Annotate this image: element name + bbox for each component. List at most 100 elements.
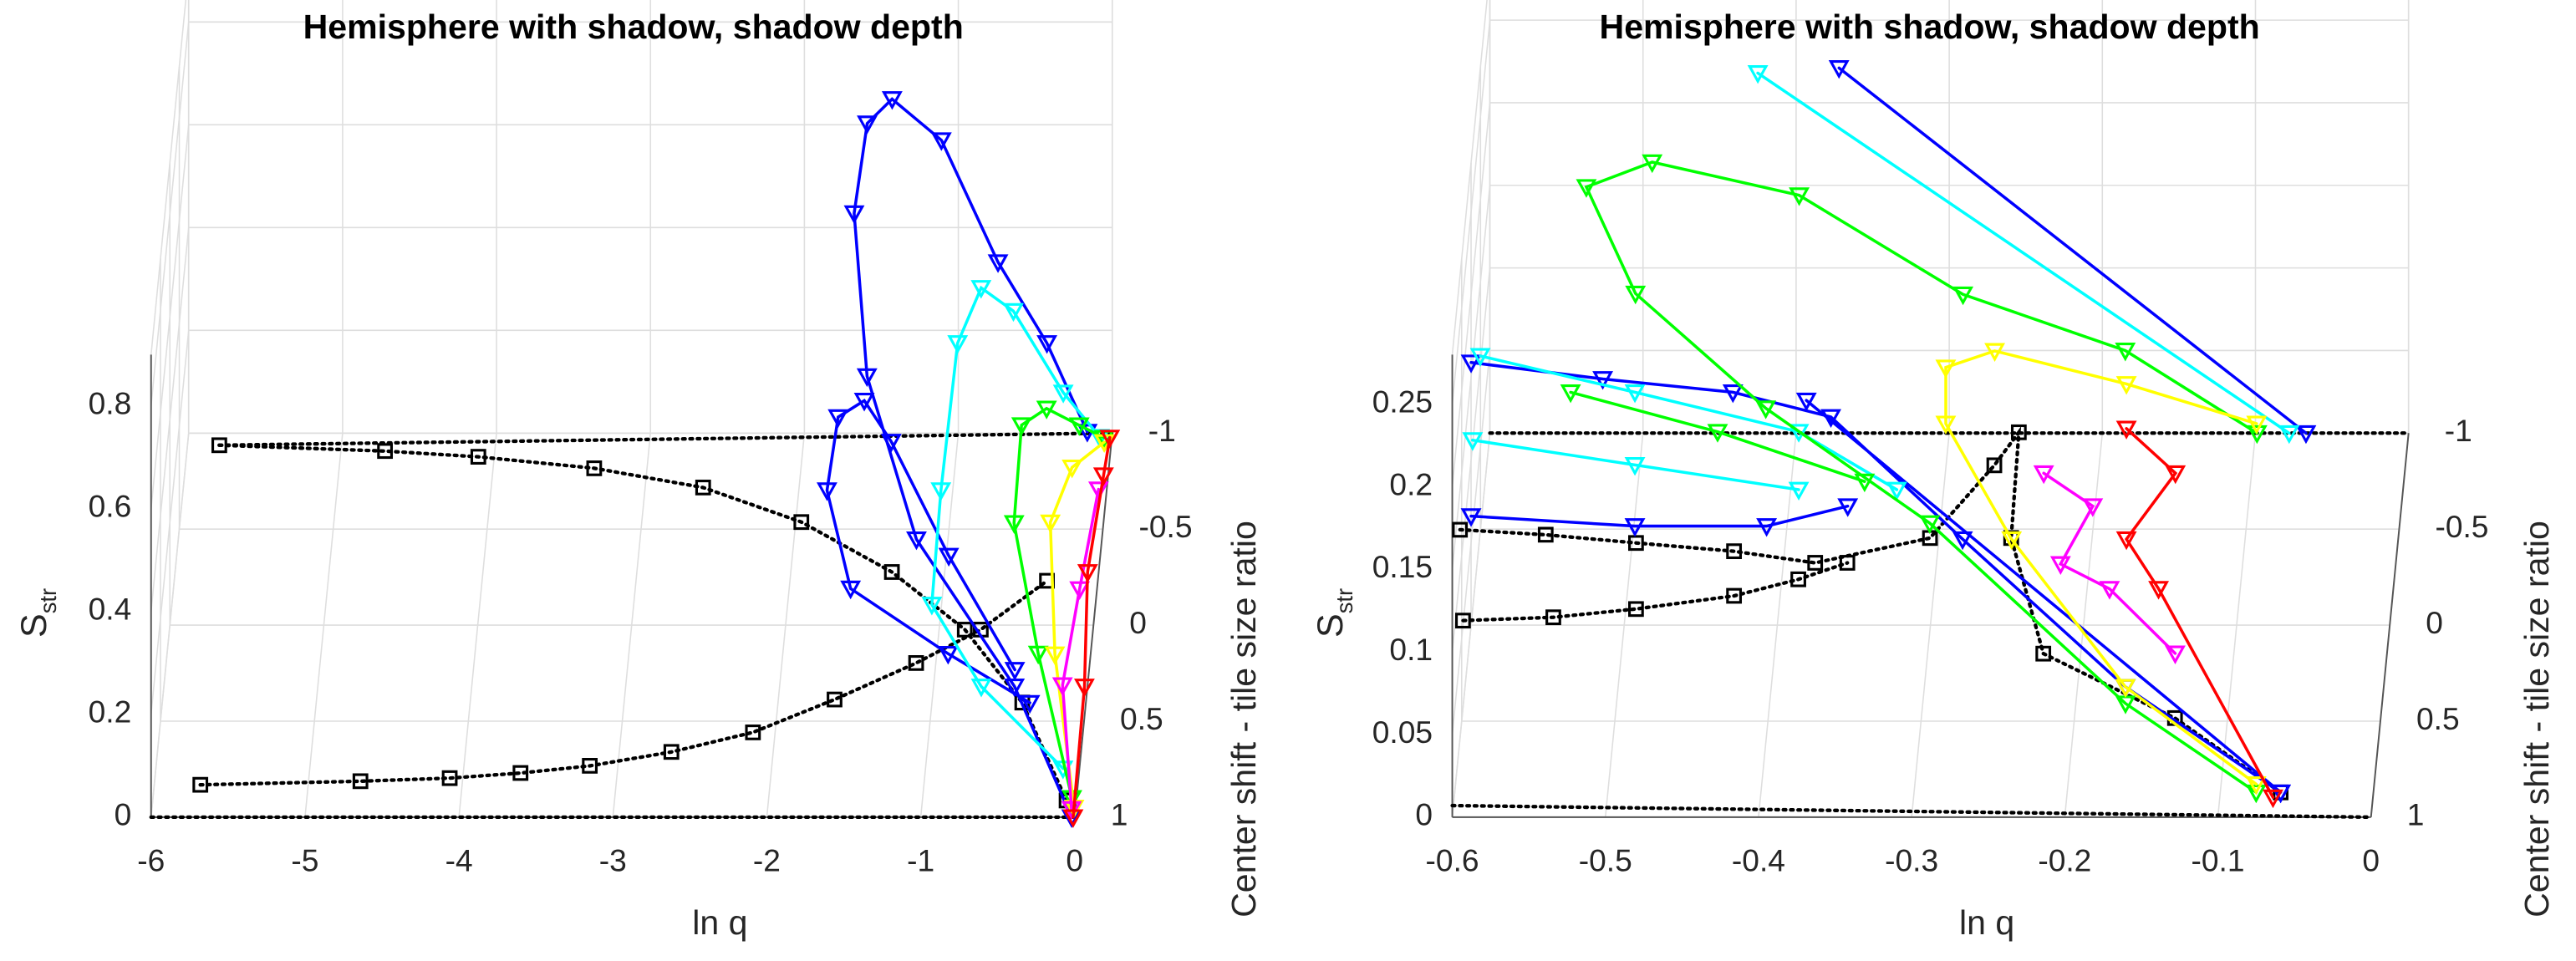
marker bbox=[1624, 518, 1646, 537]
marker bbox=[1003, 303, 1024, 323]
marker bbox=[1019, 694, 1041, 714]
marker bbox=[970, 280, 992, 299]
z-axis-label: Center shift - tile size ratio bbox=[2517, 521, 2556, 918]
marker bbox=[2115, 420, 2137, 440]
x-tick-label: -0.4 bbox=[1732, 842, 1785, 877]
marker bbox=[1624, 456, 1646, 476]
marker bbox=[2033, 465, 2054, 485]
marker bbox=[1011, 417, 1032, 436]
marker bbox=[816, 482, 837, 501]
z-tick-label: 0.5 bbox=[1120, 701, 1163, 736]
x-tick-label: -0.3 bbox=[1885, 842, 1938, 877]
marker bbox=[840, 580, 862, 600]
marker bbox=[1099, 430, 1121, 449]
marker bbox=[2270, 784, 2292, 804]
marker bbox=[1935, 359, 1957, 379]
marker bbox=[930, 482, 952, 501]
x-tick-label: 0 bbox=[2362, 842, 2380, 877]
marker bbox=[1722, 384, 1744, 404]
marker bbox=[1837, 498, 1859, 517]
marker bbox=[827, 409, 849, 429]
marker bbox=[1077, 564, 1098, 583]
z-tick-label: 1 bbox=[2407, 797, 2425, 832]
marker bbox=[2246, 415, 2268, 435]
marker bbox=[908, 655, 924, 671]
y-axis-label-main: S bbox=[1311, 613, 1351, 638]
marker bbox=[1755, 400, 1777, 419]
marker bbox=[1935, 415, 1957, 435]
z-tick-label: 0 bbox=[2426, 605, 2443, 640]
z-tick-label: 1 bbox=[1111, 797, 1128, 832]
series-line bbox=[1944, 349, 2258, 786]
marker bbox=[1592, 371, 1614, 390]
marker bbox=[441, 770, 458, 786]
marker bbox=[1040, 514, 1061, 534]
marker bbox=[1828, 60, 1850, 79]
marker bbox=[881, 91, 903, 110]
marker bbox=[2115, 343, 2136, 362]
marker bbox=[2115, 679, 2136, 698]
marker bbox=[1839, 555, 1856, 571]
marker bbox=[1092, 467, 1114, 486]
marker bbox=[1854, 473, 1876, 493]
marker bbox=[1726, 587, 1743, 604]
marker bbox=[2010, 424, 2027, 440]
x-tick-label: -0.6 bbox=[1426, 842, 1479, 877]
marker bbox=[1061, 459, 1083, 479]
marker bbox=[2165, 645, 2186, 664]
marker bbox=[1807, 555, 1824, 571]
marker bbox=[1952, 286, 1974, 306]
marker bbox=[2165, 465, 2187, 485]
x-tick-label: -0.5 bbox=[1579, 842, 1632, 877]
x-axis-label: ln q bbox=[1959, 903, 2014, 942]
y-tick-label: 0.6 bbox=[89, 489, 132, 524]
marker bbox=[512, 765, 529, 781]
marker bbox=[1789, 187, 1810, 206]
marker bbox=[1462, 432, 1484, 451]
marker bbox=[1537, 526, 1554, 543]
marker bbox=[1627, 535, 1644, 552]
series-line bbox=[1061, 487, 1101, 811]
marker bbox=[663, 744, 680, 760]
x-tick-label: -3 bbox=[599, 842, 627, 877]
marker bbox=[2001, 531, 2023, 551]
marker bbox=[857, 115, 878, 135]
marker bbox=[1986, 457, 2003, 474]
series-line bbox=[1569, 160, 2259, 794]
marker bbox=[921, 597, 943, 616]
marker bbox=[1790, 571, 1806, 587]
marker bbox=[1886, 481, 1907, 501]
y-tick-label: 0.05 bbox=[1372, 714, 1433, 750]
marker bbox=[1627, 601, 1644, 618]
y-axis-label-main: S bbox=[14, 613, 54, 638]
marker bbox=[1919, 515, 1941, 535]
marker bbox=[1452, 521, 1469, 538]
marker bbox=[2049, 556, 2071, 575]
series-line bbox=[198, 578, 1049, 787]
z-tick-label: 0.5 bbox=[2416, 701, 2460, 736]
marker bbox=[2148, 581, 2170, 600]
series-line bbox=[1461, 561, 1850, 623]
x-axis-label: ln q bbox=[692, 903, 747, 942]
marker bbox=[1469, 348, 1491, 367]
series-line bbox=[2042, 471, 2177, 655]
marker bbox=[2035, 645, 2052, 662]
x-tick-label: -6 bbox=[137, 842, 165, 877]
x-tick-label: -2 bbox=[753, 842, 781, 877]
marker bbox=[1004, 662, 1026, 681]
y-tick-label: 0.2 bbox=[89, 694, 132, 730]
marker bbox=[745, 725, 761, 740]
marker bbox=[1726, 543, 1743, 560]
y-tick-label: 0 bbox=[115, 797, 132, 832]
y-tick-label: 0.15 bbox=[1372, 549, 1433, 584]
x-tick-label: 0 bbox=[1066, 842, 1083, 877]
marker bbox=[1051, 677, 1073, 696]
x-tick-label: -0.2 bbox=[2038, 842, 2091, 877]
marker bbox=[192, 776, 209, 793]
z-tick-label: -1 bbox=[1148, 413, 1176, 448]
y-axis-label: Sstr bbox=[14, 588, 60, 638]
series-line bbox=[1458, 426, 2283, 795]
series-line bbox=[1469, 66, 2308, 794]
